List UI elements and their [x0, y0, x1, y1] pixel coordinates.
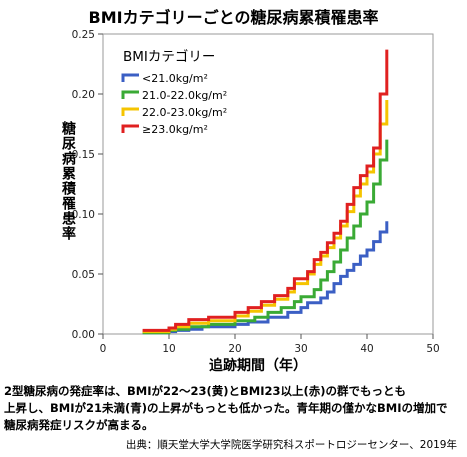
legend-title: BMIカテゴリー: [123, 48, 215, 65]
y-tick-label: 0.15: [72, 149, 95, 161]
x-axis-label: 追跡期間（年）: [209, 357, 307, 374]
y-tick-label: 0.00: [72, 329, 95, 341]
series-line: [142, 49, 389, 332]
caption-line: 上昇し、BMIが21未満(青)の上昇がもっとも低かった。青年期の僅かなBMIの増…: [4, 401, 448, 415]
x-tick-label: 0: [100, 343, 107, 355]
caption-line: 糖尿病発症リスクが高まる。: [4, 418, 154, 432]
legend-swatch: [121, 73, 139, 82]
y-tick-label: 0.25: [72, 29, 95, 41]
y-tick-label: 0.05: [72, 269, 95, 281]
legend-swatch: [121, 90, 139, 99]
series-line: [142, 139, 389, 335]
legend-label: ≥23.0kg/m²: [142, 123, 208, 136]
chart-title: BMIカテゴリーごとの糖尿病累積罹患率: [88, 8, 379, 27]
x-axis-ticks: 0 10 20 30 40 50: [100, 334, 440, 355]
source-note: 出典：順天堂大学大学院医学研究科スポートロジーセンター、2019年: [125, 439, 457, 451]
y-tick-label: 0.10: [72, 209, 95, 221]
legend-swatch: [121, 124, 139, 133]
x-tick-label: 40: [360, 343, 373, 355]
x-tick-label: 50: [426, 343, 439, 355]
y-axis-label: 糖尿病累積罹患率: [60, 120, 77, 241]
legend: BMIカテゴリー <21.0kg/m² 21.0-22.0kg/m² 22.0-23…: [121, 48, 227, 136]
caption: 2型糖尿病の発症率は、BMIが22〜23(黄)とBMI23以上(赤)の群でもっと…: [4, 383, 466, 434]
x-tick-label: 10: [162, 343, 175, 355]
y-tick-label: 0.20: [72, 89, 95, 101]
series-lines: [142, 49, 389, 335]
x-tick-label: 30: [294, 343, 307, 355]
series-line: [142, 100, 389, 334]
cumulative-incidence-chart: 0.00 0.05 0.10 0.15 0.20 0.25 0 10 20 30 40 50 BMI…: [60, 29, 440, 374]
legend-label: 21.0-22.0kg/m²: [142, 89, 227, 102]
caption-line: 2型糖尿病の発症率は、BMIが22〜23(黄)とBMI23以上(赤)の群でもっと…: [4, 384, 407, 398]
legend-label: <21.0kg/m²: [142, 72, 208, 85]
series-line: [142, 221, 389, 335]
x-tick-label: 20: [228, 343, 241, 355]
y-axis-ticks: 0.00 0.05 0.10 0.15 0.20 0.25: [72, 29, 103, 341]
legend-items: <21.0kg/m² 21.0-22.0kg/m² 22.0-23.0kg/m² ≥2…: [121, 72, 227, 136]
legend-label: 22.0-23.0kg/m²: [142, 106, 227, 119]
legend-swatch: [121, 107, 139, 116]
